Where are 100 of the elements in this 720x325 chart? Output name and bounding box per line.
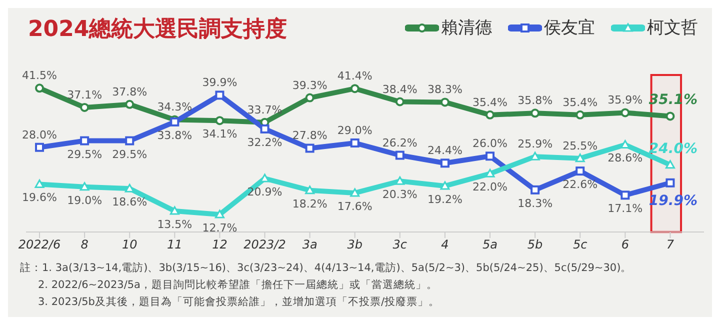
x-tick-label: 2023/2 bbox=[244, 238, 286, 252]
point bbox=[575, 154, 585, 162]
point bbox=[485, 168, 495, 178]
data-label: 29.5% bbox=[67, 148, 102, 161]
data-label: 37.1% bbox=[67, 88, 102, 102]
x-tick-label: 2022/6 bbox=[18, 238, 61, 252]
point bbox=[440, 158, 450, 168]
point bbox=[486, 152, 495, 161]
data-label: 18.6% bbox=[112, 196, 148, 209]
x-tick-label: 6 bbox=[621, 238, 630, 252]
x-tick-label: 5a bbox=[482, 238, 498, 252]
data-label: 17.6% bbox=[337, 200, 372, 213]
data-label: 28.0% bbox=[22, 128, 57, 142]
data-label: 34.1% bbox=[202, 128, 238, 141]
point bbox=[530, 185, 540, 194]
point bbox=[215, 90, 224, 100]
point bbox=[305, 93, 314, 102]
x-tick-label: 7 bbox=[666, 238, 674, 252]
x-tick-label: 5b bbox=[527, 238, 544, 252]
data-label: 41.4% bbox=[337, 70, 372, 83]
data-label: 29.5% bbox=[112, 148, 148, 161]
x-tick-label: 4 bbox=[441, 238, 449, 252]
point bbox=[260, 124, 270, 134]
data-label: 19.2% bbox=[427, 192, 462, 206]
data-label: 12.7% bbox=[202, 221, 238, 234]
x-tick-label: 5c bbox=[572, 238, 588, 252]
text: 註：1. 3a(3/13~14,電訪)、3b(3/15~16)、3c(3/23~24)、4(4/13~14,電訪)、5a(5/2~3)、5b(5/24~25)、5c(5/29~30)。 bbox=[20, 261, 632, 276]
point bbox=[214, 210, 224, 218]
data-label: 18.3% bbox=[518, 196, 553, 210]
point bbox=[35, 84, 44, 93]
x-tick-label: 8 bbox=[80, 238, 89, 252]
x-tick-label: 3a bbox=[302, 238, 318, 252]
data-label: 33.8% bbox=[157, 128, 192, 142]
point bbox=[80, 136, 90, 146]
point bbox=[665, 160, 675, 169]
data-label: 28.6% bbox=[608, 152, 643, 165]
legend-label: 賴清德 bbox=[440, 17, 492, 39]
x-tick-label: 11 bbox=[167, 238, 182, 252]
point bbox=[440, 181, 450, 190]
data-label: 22.6% bbox=[562, 178, 598, 192]
data-label: 38.4% bbox=[382, 82, 418, 96]
data-label: 26.2% bbox=[382, 136, 418, 150]
x-tick-label: 12 bbox=[212, 238, 228, 252]
x-tick-label: 3c bbox=[392, 238, 408, 252]
point bbox=[305, 144, 314, 153]
data-label: 35.9% bbox=[608, 94, 643, 107]
data-label: 19.6% bbox=[22, 191, 57, 204]
point bbox=[350, 138, 360, 148]
data-label: 26.0% bbox=[472, 137, 508, 150]
point bbox=[34, 179, 44, 188]
point bbox=[666, 112, 675, 121]
data-label: 32.2% bbox=[247, 136, 282, 149]
data-label: 37.8% bbox=[112, 85, 148, 98]
point bbox=[620, 190, 630, 200]
data-label: 24.4% bbox=[427, 144, 462, 158]
point bbox=[170, 206, 180, 215]
point bbox=[395, 150, 404, 160]
point bbox=[125, 100, 134, 109]
legend-label: 柯文哲 bbox=[646, 17, 698, 39]
point bbox=[576, 110, 585, 120]
point bbox=[305, 186, 315, 194]
data-label: 39.3% bbox=[292, 78, 328, 92]
point bbox=[125, 136, 134, 146]
point bbox=[576, 166, 585, 176]
point bbox=[215, 116, 224, 126]
data-label: 22.0% bbox=[472, 180, 508, 194]
point bbox=[440, 98, 450, 107]
data-label: 17.1% bbox=[608, 202, 643, 216]
data-label: 18.2% bbox=[292, 197, 328, 210]
point bbox=[530, 108, 540, 118]
data-label: 27.8% bbox=[292, 129, 328, 142]
point bbox=[35, 142, 44, 152]
data-label: 35.4% bbox=[472, 96, 508, 109]
data-label: 13.5% bbox=[157, 218, 192, 231]
data-label: 39.9% bbox=[202, 76, 238, 90]
point bbox=[350, 84, 360, 94]
point bbox=[80, 102, 90, 112]
data-label: 29.0% bbox=[337, 124, 372, 137]
point bbox=[350, 188, 360, 197]
point bbox=[395, 97, 404, 106]
point bbox=[620, 108, 630, 118]
data-label: 41.5% bbox=[22, 69, 57, 82]
data-label: 38.3% bbox=[427, 83, 462, 96]
data-label: 35.4% bbox=[562, 96, 598, 109]
data-label: 25.5% bbox=[562, 139, 598, 152]
point bbox=[395, 176, 405, 185]
legend-label: 侯友宜 bbox=[543, 17, 595, 39]
point bbox=[666, 178, 675, 188]
point bbox=[486, 110, 495, 120]
data-label: 20.3% bbox=[382, 188, 418, 202]
text: 2. 2022/6~2023/5a，題目詢問比較希望誰「擔任下一屆總統」或「當選總統」。 bbox=[37, 278, 438, 293]
data-label: 19.0% bbox=[67, 194, 102, 207]
x-tick-label: 3b bbox=[347, 238, 363, 252]
data-label: 33.7% bbox=[247, 103, 282, 116]
chart-title: 2024總統大選民調支持度 bbox=[28, 16, 288, 44]
data-label: 35.8% bbox=[518, 94, 553, 108]
data-label: 25.9% bbox=[518, 138, 553, 151]
point bbox=[530, 152, 540, 160]
data-label: 34.3% bbox=[157, 100, 192, 114]
point bbox=[80, 182, 90, 191]
